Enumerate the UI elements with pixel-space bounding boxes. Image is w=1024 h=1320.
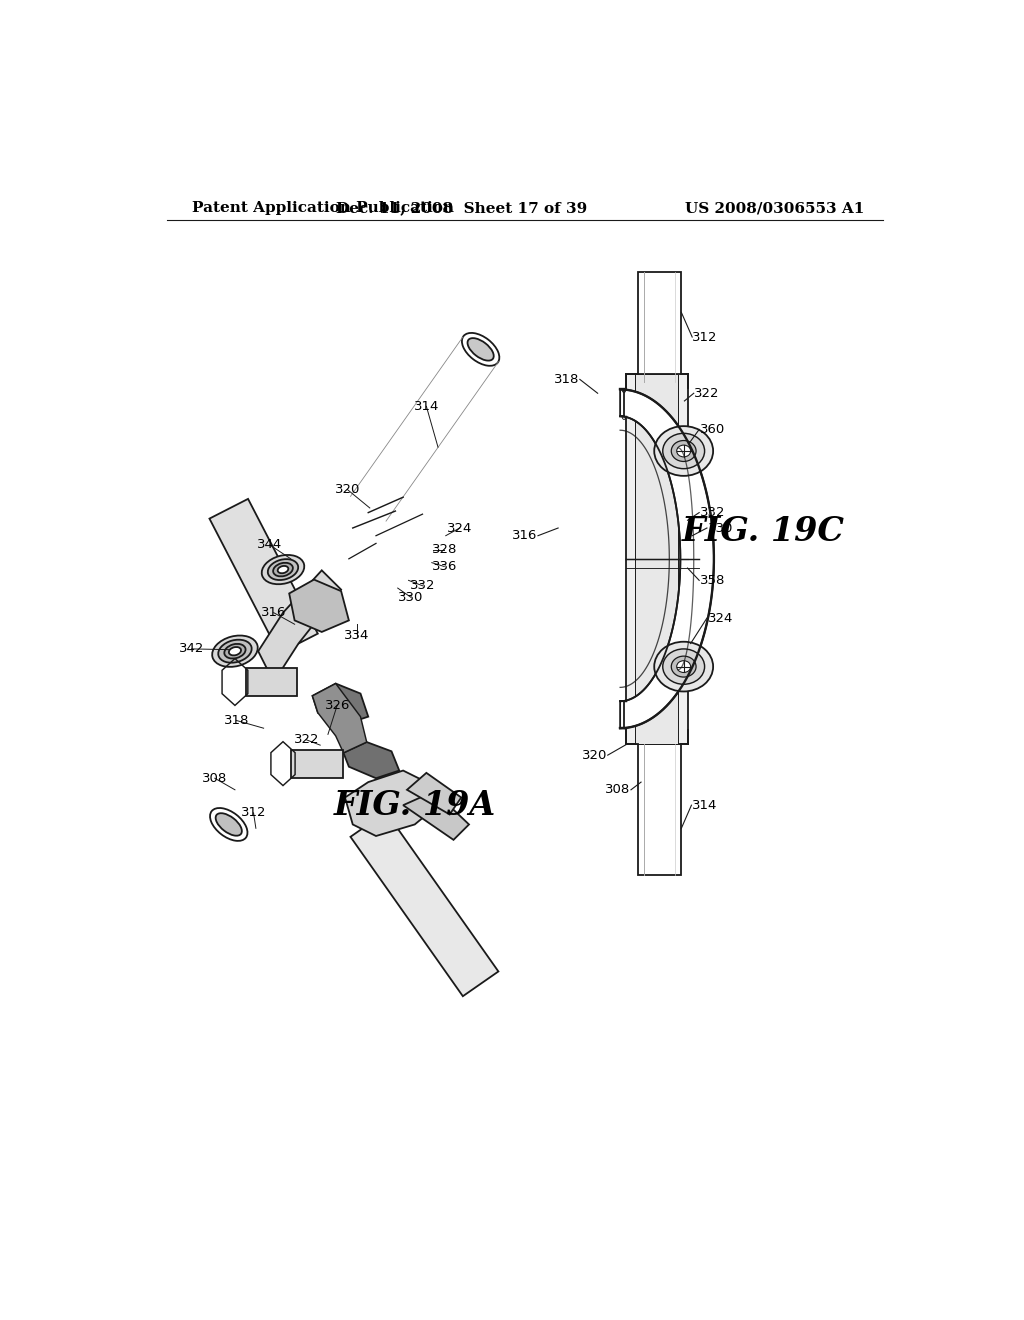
Text: Patent Application Publication: Patent Application Publication <box>191 202 454 215</box>
Text: 336: 336 <box>431 560 457 573</box>
Ellipse shape <box>262 554 304 585</box>
Text: 328: 328 <box>431 543 457 556</box>
Text: 326: 326 <box>325 698 350 711</box>
Text: 320: 320 <box>582 748 607 762</box>
Ellipse shape <box>216 813 242 836</box>
Text: 314: 314 <box>414 400 439 413</box>
Ellipse shape <box>278 566 289 573</box>
Text: 312: 312 <box>241 807 266 820</box>
Text: 322: 322 <box>693 387 719 400</box>
Text: 332: 332 <box>700 506 725 519</box>
Polygon shape <box>621 389 714 729</box>
Polygon shape <box>210 499 317 653</box>
Text: 332: 332 <box>410 579 435 593</box>
Text: 318: 318 <box>224 714 249 727</box>
Ellipse shape <box>677 661 690 672</box>
Polygon shape <box>350 812 499 997</box>
Text: FIG. 19A: FIG. 19A <box>334 789 496 821</box>
Text: 320: 320 <box>335 483 360 496</box>
Text: 324: 324 <box>447 521 472 535</box>
Bar <box>635 374 678 743</box>
Polygon shape <box>289 579 349 632</box>
Text: 330: 330 <box>708 521 733 535</box>
Ellipse shape <box>672 656 696 677</box>
Polygon shape <box>258 570 341 682</box>
Ellipse shape <box>462 333 500 366</box>
Ellipse shape <box>468 338 494 360</box>
Text: 324: 324 <box>708 611 733 624</box>
Text: 322: 322 <box>294 733 319 746</box>
Text: Dec. 11, 2008  Sheet 17 of 39: Dec. 11, 2008 Sheet 17 of 39 <box>336 202 587 215</box>
Ellipse shape <box>677 445 690 457</box>
Text: 330: 330 <box>398 591 424 603</box>
Ellipse shape <box>273 562 293 577</box>
Text: 308: 308 <box>202 772 227 785</box>
Text: 344: 344 <box>257 539 283 552</box>
Polygon shape <box>312 684 369 725</box>
Ellipse shape <box>654 642 713 692</box>
Ellipse shape <box>268 560 298 579</box>
Text: 342: 342 <box>179 643 204 656</box>
Polygon shape <box>345 771 438 836</box>
Text: 312: 312 <box>692 330 718 343</box>
Ellipse shape <box>210 808 248 841</box>
Text: 316: 316 <box>512 529 538 543</box>
Text: 314: 314 <box>692 799 718 812</box>
Ellipse shape <box>224 644 246 659</box>
Ellipse shape <box>654 426 713 477</box>
Ellipse shape <box>663 649 705 684</box>
Bar <box>638 272 681 381</box>
Text: 358: 358 <box>700 574 725 587</box>
Bar <box>638 743 681 875</box>
Text: 334: 334 <box>344 630 370 643</box>
Text: 316: 316 <box>261 606 287 619</box>
Ellipse shape <box>663 433 705 469</box>
Bar <box>626 374 687 743</box>
Polygon shape <box>246 668 297 696</box>
Polygon shape <box>291 750 343 779</box>
Polygon shape <box>312 684 367 752</box>
Text: 360: 360 <box>700 422 725 436</box>
Text: FIG. 19C: FIG. 19C <box>682 515 845 548</box>
Ellipse shape <box>672 441 696 462</box>
Polygon shape <box>407 774 461 814</box>
Text: 318: 318 <box>554 372 579 385</box>
Polygon shape <box>343 742 399 779</box>
Polygon shape <box>403 792 469 840</box>
Ellipse shape <box>218 640 252 663</box>
Text: US 2008/0306553 A1: US 2008/0306553 A1 <box>685 202 864 215</box>
Ellipse shape <box>229 647 241 656</box>
Ellipse shape <box>212 635 258 667</box>
Text: 308: 308 <box>605 783 630 796</box>
